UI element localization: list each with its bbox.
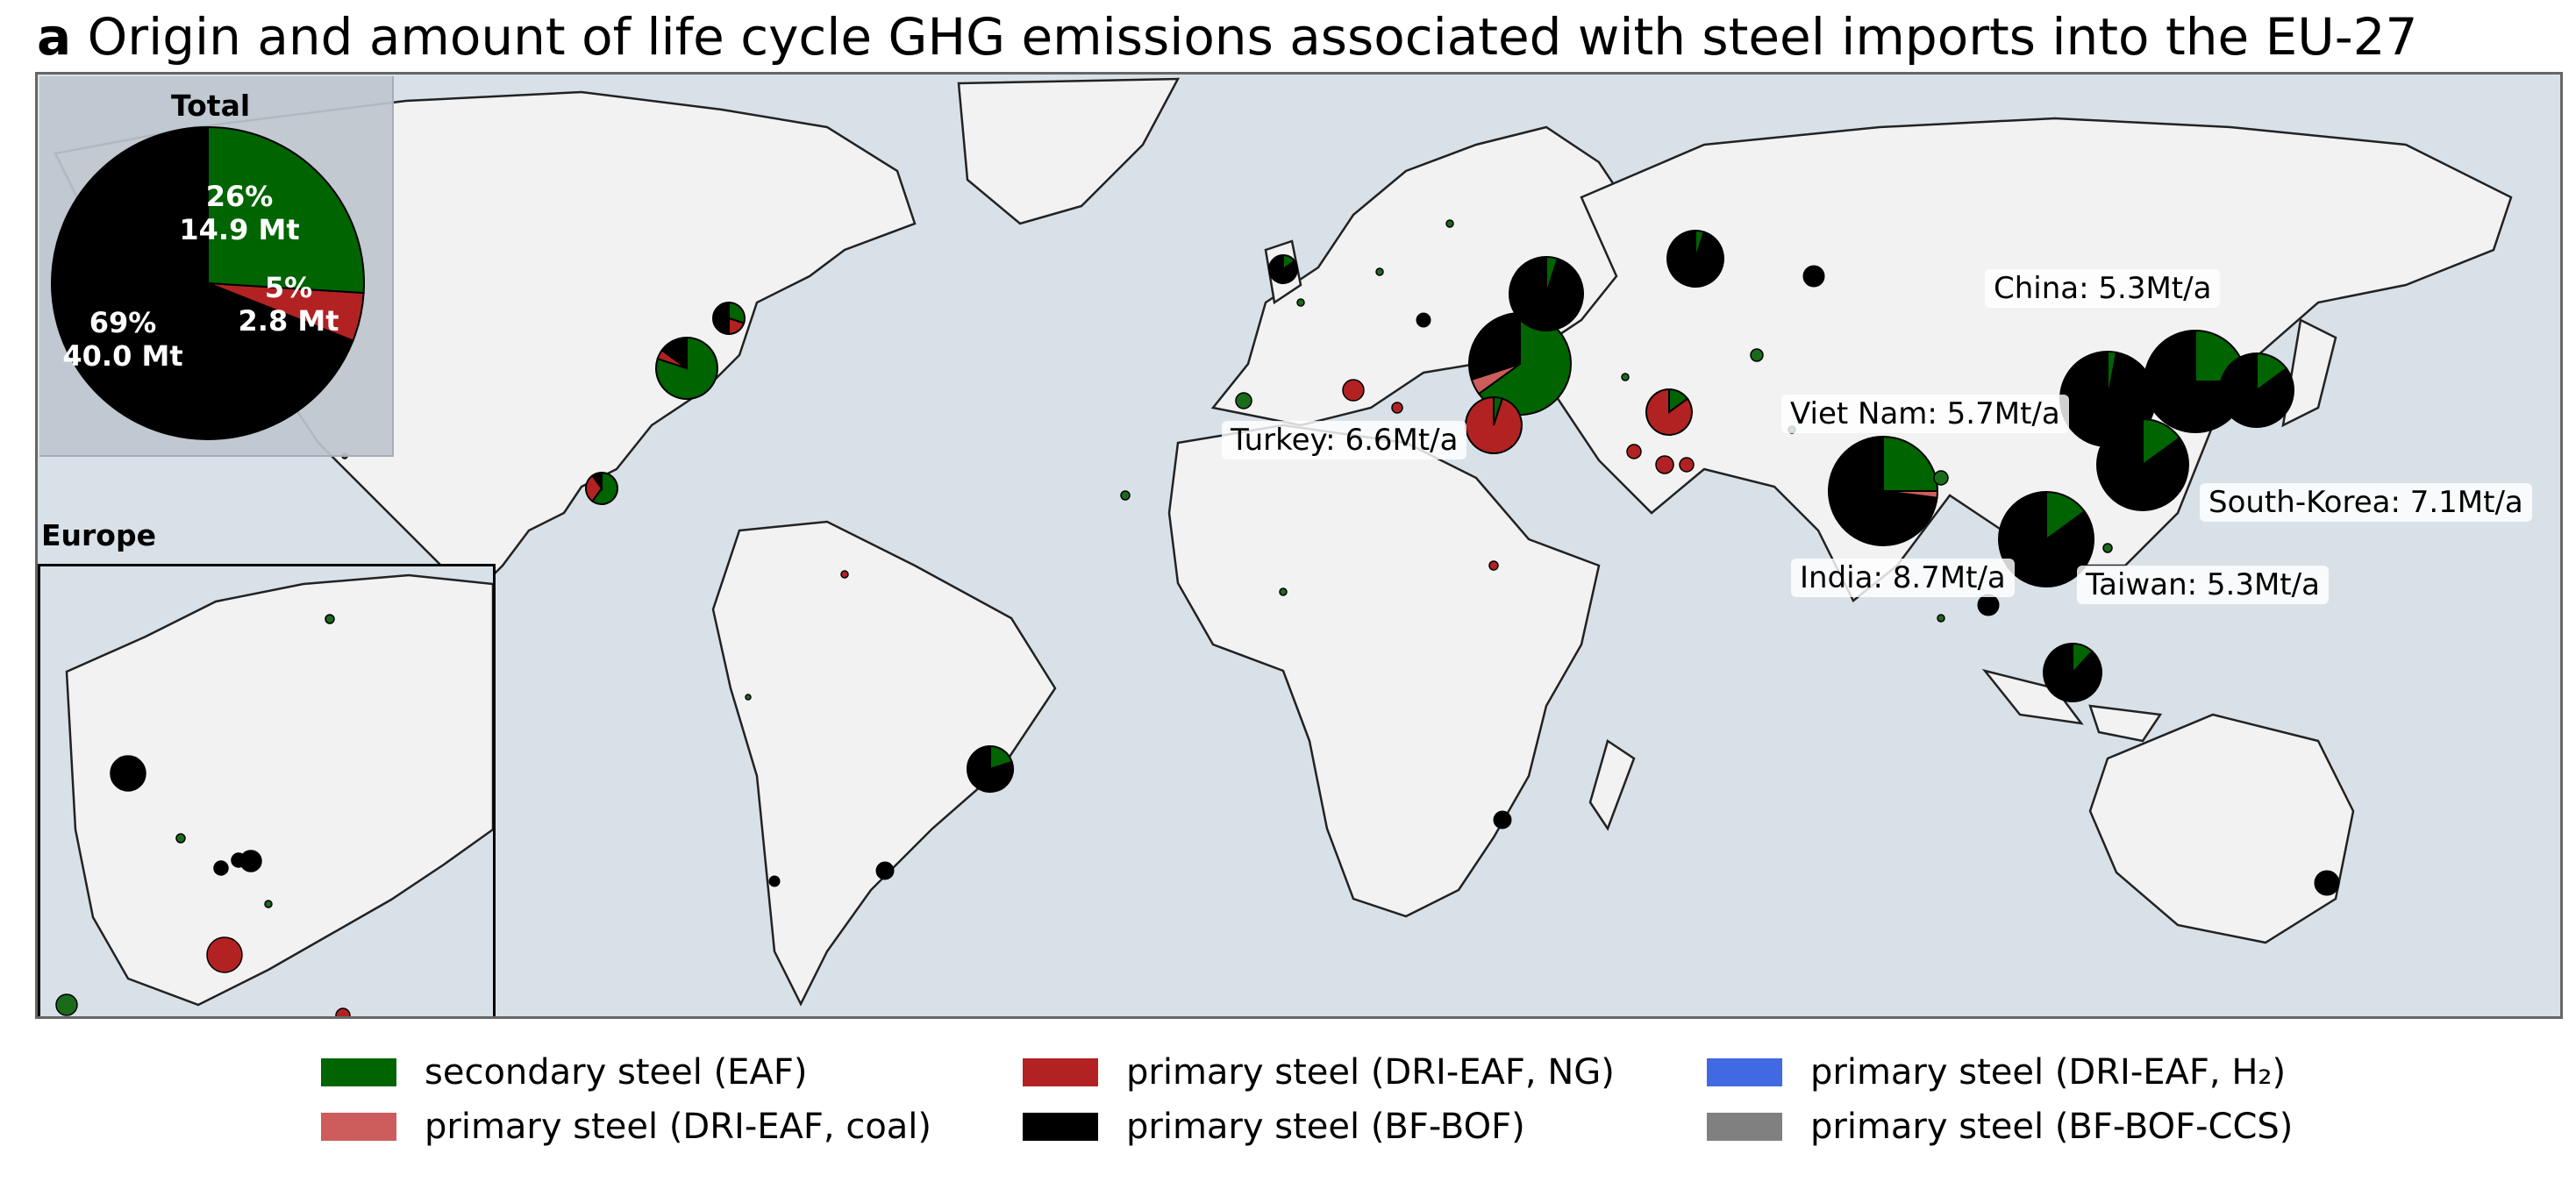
label-south-korea: South-Korea: 7.1Mt/a [2200,483,2532,522]
label-vietnam: Viet Nam: 5.7Mt/a [1781,395,2069,433]
legend-item-dri-coal: primary steel (DRI-EAF, coal) [321,1107,931,1147]
total-slice-label-secondary: 26% 14.9 Mt [178,180,301,246]
legend-swatch [321,1113,396,1141]
legend-item-bf-bof: primary steel (BF-BOF) [1023,1107,1525,1147]
pie-slice-egypt [1466,397,1522,453]
panel-letter: a [37,7,71,67]
land-madagascar [1590,741,1634,829]
label-china: China: 5.3Mt/a [1985,269,2220,308]
pie-slice-indonesia [2044,644,2101,701]
total-pie [39,76,390,453]
figure-title: a Origin and amount of life cycle GHG em… [37,7,2417,67]
total-slice-label-bf-bof: 69% 40.0 Mt [57,306,189,373]
europe-inset [38,564,496,1019]
legend-item-bf-bof-ccs: primary steel (BF-BOF-CCS) [1707,1107,2293,1147]
world-map: Total 26% 14.9 Mt 5% 2.8 Mt 69% 40.0 Mt Eur… [35,72,2563,1019]
land-greenland [959,79,1178,224]
label-india: India: 8.7Mt/a [1791,559,2015,597]
legend-item-dri-h2: primary steel (DRI-EAF, H₂) [1707,1052,2286,1093]
label-taiwan: Taiwan: 5.3Mt/a [2077,566,2329,604]
pie-slice-ukraine [1509,257,1583,331]
legend: secondary steel (EAF) primary steel (DRI… [0,1052,2576,1175]
europe-inset-map [40,566,496,1019]
label-turkey: Turkey: 6.6Mt/a [1222,421,1466,459]
legend-item-dri-ng: primary steel (DRI-EAF, NG) [1023,1052,1615,1093]
total-slice-label-dri-ng: 5% 2.8 Mt [236,271,341,338]
legend-swatch [1707,1113,1782,1141]
land-japan [2283,320,2336,425]
land-africa [1169,425,1599,916]
legend-swatch [1023,1058,1098,1086]
legend-swatch [1023,1113,1098,1141]
legend-swatch [321,1058,396,1086]
total-inset: Total 26% 14.9 Mt 5% 2.8 Mt 69% 40.0 Mt [39,76,394,457]
title-text: Origin and amount of life cycle GHG emis… [88,7,2418,67]
europe-inset-title: Europe [41,518,156,552]
pie-slice-russia [1667,231,1723,287]
legend-item-eaf: secondary steel (EAF) [321,1052,807,1093]
land-australia [2090,715,2353,943]
legend-swatch [1707,1058,1782,1086]
